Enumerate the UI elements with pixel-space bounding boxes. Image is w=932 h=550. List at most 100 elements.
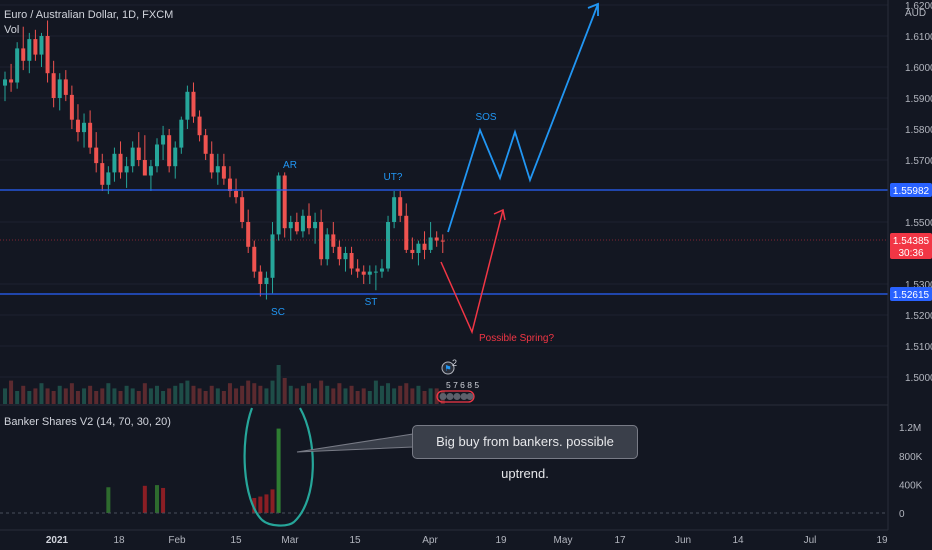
price-tick: 1.60000 [905, 63, 932, 74]
candle-body [51, 73, 56, 98]
volume-legend[interactable]: Vol [4, 24, 20, 36]
volume-bar [112, 388, 117, 404]
ut-label: UT? [384, 172, 403, 183]
volume-bar [161, 391, 166, 404]
volume-bar [319, 380, 324, 404]
indicator-tick: 0 [899, 509, 905, 520]
horizontal-levels[interactable] [0, 189, 888, 295]
volume-bar [294, 388, 299, 404]
candle-body [270, 234, 275, 278]
candle-body [379, 268, 384, 272]
candle-body [373, 271, 378, 273]
time-axis[interactable]: 2021 18 Feb 15 Mar 15 Apr 19 May 17 Jun 14 Jul 19 [46, 535, 888, 546]
time-tick: 2021 [46, 535, 69, 546]
candle-body [416, 243, 421, 253]
banker-bar [155, 485, 159, 513]
volume-bar [276, 365, 281, 404]
volume-bar [39, 383, 44, 404]
badge-numbers: 5 7 6 8 5 [446, 380, 479, 390]
volume-bars [3, 365, 445, 404]
candle-body [386, 222, 391, 269]
volume-bar [337, 383, 342, 404]
spring-projection-path[interactable] [440, 209, 504, 335]
sos-arrow-head [587, 2, 599, 16]
symbol-title[interactable]: Euro / Australian Dollar, 1D, FXCM [4, 9, 174, 21]
candle-body [112, 153, 117, 173]
candle-body [136, 147, 141, 160]
volume-bar [343, 388, 348, 404]
last-price-tag: 1.54385 [893, 236, 930, 247]
candle-body [307, 215, 311, 229]
volume-bar [215, 388, 220, 404]
candle-body [39, 36, 44, 55]
callout-note[interactable]: Big buy from bankers. possible uptrend. [412, 425, 638, 481]
volume-bar [227, 383, 232, 404]
sos-projection-path[interactable] [447, 3, 599, 233]
volume-bar [69, 383, 74, 404]
volume-bar [349, 385, 354, 404]
volume-bar [313, 388, 318, 404]
candle-body [185, 91, 190, 120]
ar-label: AR [283, 160, 297, 171]
volume-bar [88, 385, 93, 404]
indicator-tick: 1.2M [899, 423, 921, 434]
volume-bar [82, 388, 87, 404]
volume-bar [191, 385, 196, 404]
time-tick: 19 [876, 535, 888, 546]
candle-body [319, 222, 324, 260]
volume-bar [270, 380, 275, 404]
volume-bar [167, 388, 172, 404]
level-tag-lower: 1.52615 [893, 290, 930, 301]
volume-bar [45, 388, 50, 404]
volume-bar [118, 391, 123, 404]
volume-bar [379, 385, 384, 404]
candle-body [130, 147, 135, 167]
volume-bar [63, 388, 68, 404]
candle-body [3, 79, 7, 86]
candle-body [300, 215, 305, 232]
volume-bar [234, 388, 239, 404]
volume-bar [367, 391, 372, 404]
volume-bar [75, 391, 80, 404]
volume-bar [325, 385, 330, 404]
indicator-axis[interactable]: 1.2M 800K 400K 0 [899, 423, 923, 520]
price-tick: 1.52000 [905, 311, 932, 322]
candle-body [246, 222, 251, 247]
candle-body [88, 122, 93, 148]
indicator-title[interactable]: Banker Shares V2 (14, 70, 30, 20) [4, 416, 171, 428]
time-tick: Apr [422, 535, 438, 546]
time-tick: 19 [495, 535, 507, 546]
time-tick: 15 [349, 535, 361, 546]
price-tick: 1.61000 [905, 32, 932, 43]
candle-body [349, 253, 354, 269]
volume-bar [373, 380, 378, 404]
volume-bar [124, 385, 129, 404]
candle-body [410, 249, 415, 253]
countdown-tag: 30:36 [898, 248, 923, 259]
price-axis[interactable]: 1.62000 1.61000 1.60000 1.59000 1.58000 1.570… [905, 1, 932, 384]
banker-bar [270, 489, 275, 513]
volume-bar [100, 388, 105, 404]
volume-bar [197, 388, 202, 404]
candle-body [367, 271, 372, 275]
candle-body [221, 166, 226, 179]
highlight-ellipse[interactable] [243, 407, 314, 527]
events-badge[interactable]: ⚑ 2 5 7 6 8 5 [436, 358, 479, 403]
banker-bar [264, 494, 269, 513]
candle-body [197, 116, 202, 136]
price-tick: 1.50000 [905, 373, 932, 384]
volume-bar [203, 391, 208, 404]
price-tick: 1.62000 [905, 1, 932, 12]
candle-body [434, 237, 439, 241]
candle-body [331, 234, 336, 247]
candle-body [106, 172, 111, 185]
candle-body [227, 178, 232, 191]
volume-bar [331, 388, 336, 404]
time-tick: 17 [614, 535, 626, 546]
currency-label: AUD [905, 8, 926, 19]
candle-body [75, 119, 80, 133]
candle-body [422, 243, 427, 250]
candle-body [94, 147, 99, 164]
time-tick: May [554, 535, 573, 546]
